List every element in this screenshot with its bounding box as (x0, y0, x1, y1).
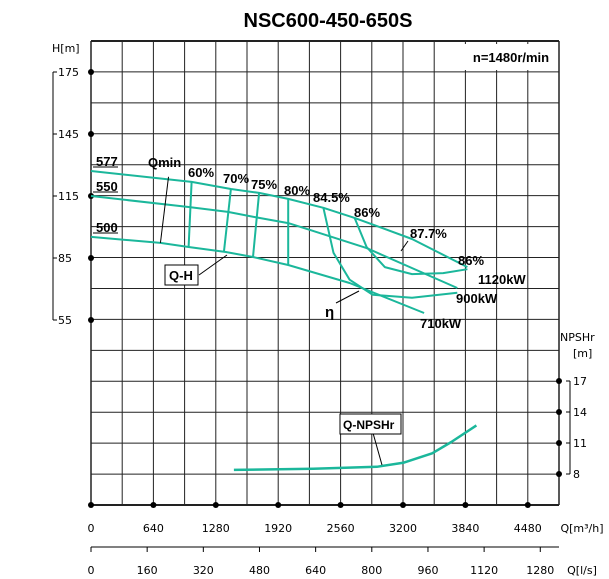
y-tick-dot (88, 255, 94, 261)
power-label: 710kW (420, 316, 462, 331)
x-tick-dot (212, 502, 219, 508)
efficiency-label: 84.5% (313, 190, 350, 205)
y2-tick-dot (556, 471, 562, 477)
diameter-label: 500 (96, 220, 118, 235)
eta-label: η (325, 304, 334, 321)
qh-label-box (164, 264, 199, 286)
x-tick-label: 3840 (451, 522, 479, 535)
y2-tick-dot (556, 440, 562, 446)
x-tick-dot (462, 502, 469, 508)
y-tick-label: 55 (58, 314, 72, 327)
x-tick-label: 1280 (202, 522, 230, 535)
efficiency-label: 86% (354, 205, 380, 220)
y2-tick-dot (556, 409, 562, 415)
y2-tick-label: 11 (573, 437, 587, 450)
qh-curve-550 (90, 195, 458, 289)
axes: 0 640 1280 1920 2560 3200 3840 4480 Q[m³/h] 0 160 3… (52, 42, 604, 577)
y2-axis-unit: [m] (573, 347, 592, 360)
diameter-label: 577 (96, 154, 118, 169)
x-tick-label: 1920 (264, 522, 292, 535)
chart-title: NSC600-450-650S (244, 10, 413, 32)
y-tick-label: 145 (58, 128, 79, 141)
y-tick-label: 115 (58, 190, 79, 203)
y-axis-label: H[m] (52, 42, 80, 55)
efficiency-curve (353, 217, 468, 276)
speed-label-box (464, 44, 558, 70)
x-tick-dot (88, 502, 94, 508)
qh-curve-500 (90, 235, 425, 314)
y2-axis-label: NPSHr (560, 331, 595, 344)
y-tick-dot (88, 317, 94, 323)
x2-tick-label: 640 (305, 564, 326, 577)
x2-tick-label: 800 (361, 564, 382, 577)
efficiency-label: 70% (223, 171, 249, 186)
y-tick-label: 175 (58, 66, 79, 79)
x-tick-dot (337, 502, 344, 508)
leader-line (198, 254, 228, 276)
qh-curve-577 (90, 170, 468, 268)
x2-tick-label: 320 (193, 564, 214, 577)
efficiency-label: 75% (251, 177, 277, 192)
qh-label: Q-H (169, 268, 193, 283)
diameter-label: 550 (96, 179, 118, 194)
x-tick-dot (275, 502, 282, 508)
power-label: 1120kW (478, 272, 526, 287)
x2-tick-label: 0 (88, 564, 95, 577)
efficiency-curve (187, 181, 193, 248)
x-tick-label: 4480 (514, 522, 542, 535)
x2-axis-label: Q[l/s] (567, 564, 597, 577)
x-tick-label: 3200 (389, 522, 417, 535)
y2-tick-dot (556, 378, 562, 384)
x2-tick-label: 480 (249, 564, 270, 577)
leader-line (400, 240, 409, 252)
x-tick-label: 2560 (327, 522, 355, 535)
grid (90, 40, 560, 506)
qmin-line (159, 176, 170, 243)
curves (90, 170, 478, 472)
x2-tick-label: 960 (417, 564, 438, 577)
y2-tick-label: 17 (573, 375, 587, 388)
x-tick-label: 0 (88, 522, 95, 535)
end-efficiency-label: 86% (458, 253, 484, 268)
y-tick-dot (88, 69, 94, 75)
npshr-label-box (339, 413, 402, 435)
y2-tick-label: 14 (573, 406, 587, 419)
x2-tick-label: 1280 (526, 564, 554, 577)
power-label: 900kW (456, 291, 498, 306)
x2-tick-label: 160 (137, 564, 158, 577)
npshr-curve (233, 424, 478, 472)
efficiency-label: 80% (284, 183, 310, 198)
leader-line (372, 432, 383, 466)
efficiency-label: 60% (188, 165, 214, 180)
qmin-label: Qmin (148, 155, 181, 170)
x2-tick-label: 1120 (470, 564, 498, 577)
x-tick-label: 640 (143, 522, 164, 535)
speed-label: n=1480r/min (473, 50, 549, 65)
efficiency-curve (222, 188, 232, 253)
npshr-label: Q-NPSHr (343, 418, 395, 432)
y2-tick-label: 8 (573, 468, 580, 481)
y-tick-label: 85 (58, 252, 72, 265)
x-tick-dot (400, 502, 406, 508)
efficiency-curve (252, 192, 261, 258)
curve-labels: 577 550 500 Qmin 60% 70% 75% 80% 84.5% 86% 87.7% 86… (93, 154, 526, 435)
x-axis-label: Q[m³/h] (560, 522, 603, 535)
y-tick-dot (88, 131, 94, 137)
x-tick-dot (524, 502, 531, 508)
best-efficiency-label: 87.7% (410, 226, 447, 241)
x-tick-dot (150, 502, 157, 508)
leader-line (335, 290, 360, 304)
efficiency-curve (322, 207, 458, 299)
